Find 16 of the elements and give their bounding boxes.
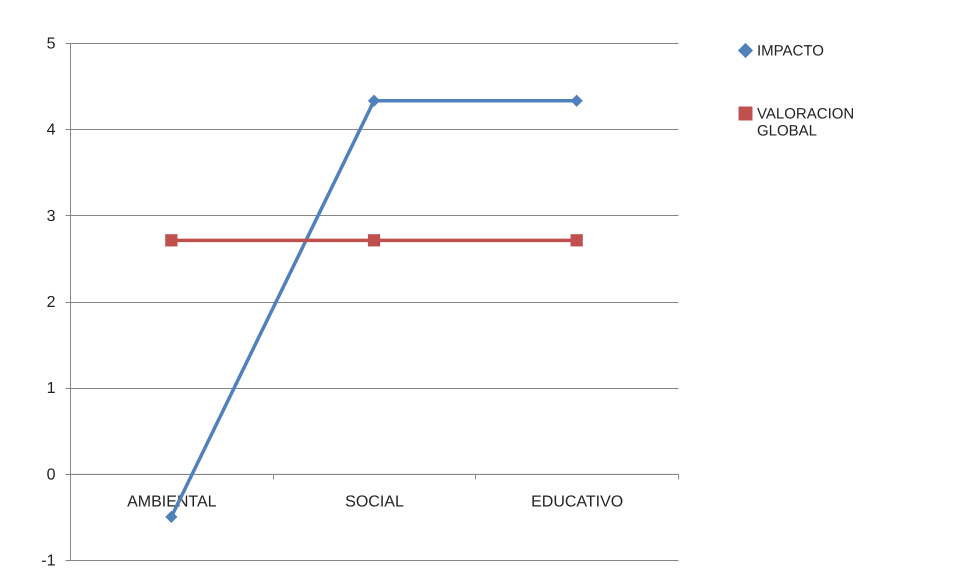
point	[165, 510, 178, 524]
x-tick-label: SOCIAL	[345, 493, 404, 510]
y-tick-label: 5	[46, 36, 56, 52]
y-tick-label: 3	[46, 208, 56, 225]
legend-label: VALORACION GLOBAL	[757, 106, 854, 140]
y-tick-label: 0	[46, 466, 56, 484]
point	[165, 234, 178, 246]
legend-label: IMPACTO	[757, 42, 824, 60]
y-tick-label: -1	[41, 552, 56, 570]
point	[570, 94, 583, 107]
y-tick-label: 2	[46, 294, 56, 311]
point	[368, 234, 380, 246]
y-tick-label: 4	[46, 122, 56, 139]
point	[570, 234, 583, 246]
y-tick-label: 1	[46, 380, 56, 398]
x-tick-label: EDUCATIVO	[531, 493, 624, 510]
